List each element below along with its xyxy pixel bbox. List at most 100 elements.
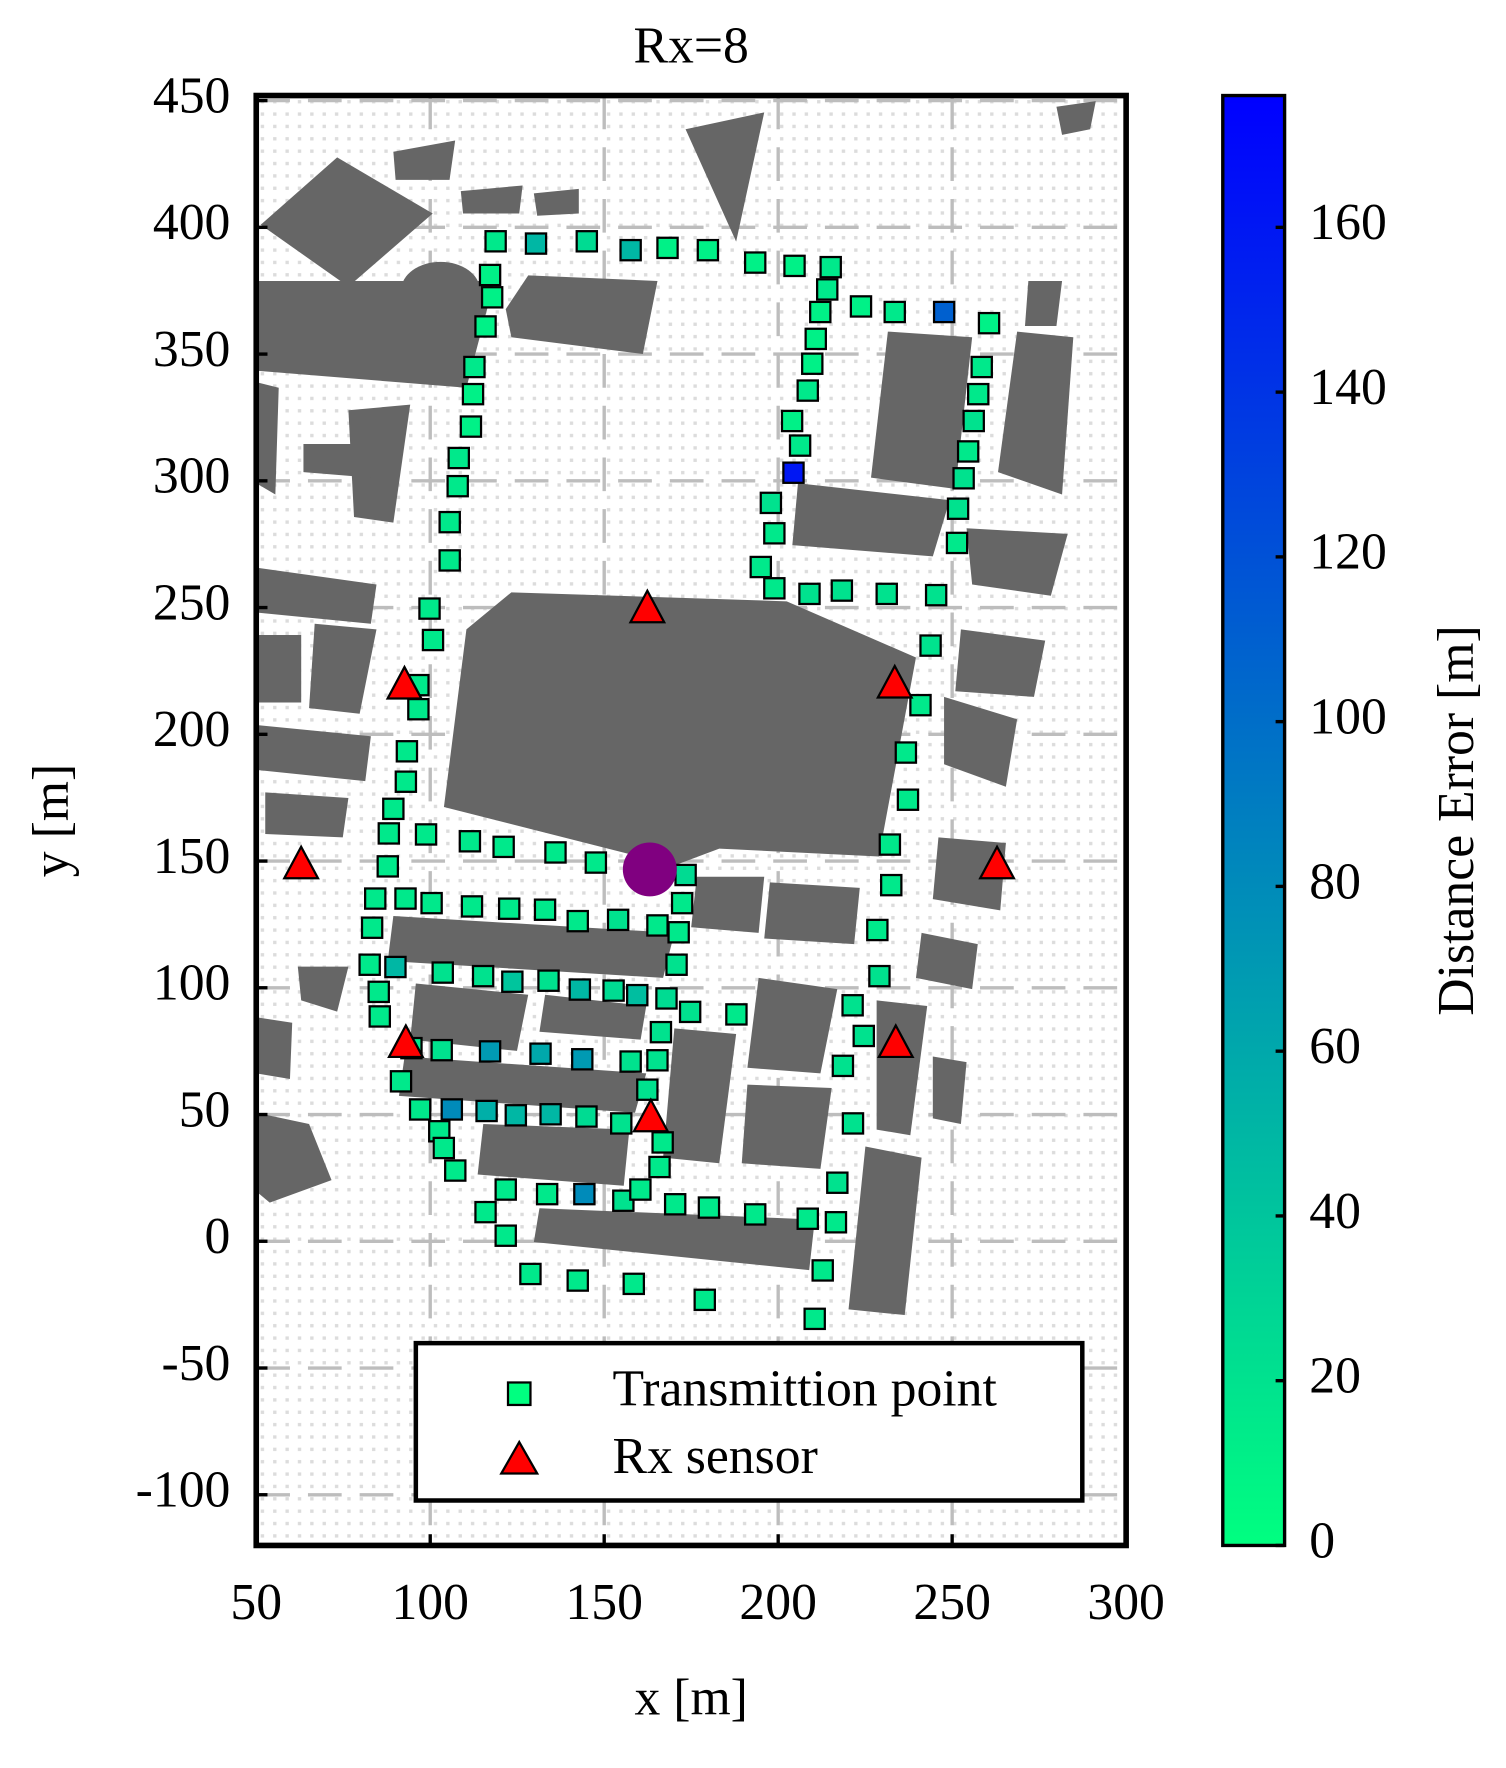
y-tick-label: 50 bbox=[179, 1081, 231, 1138]
transmission-point bbox=[780, 409, 804, 433]
transmission-point bbox=[743, 251, 767, 274]
transmission-point bbox=[458, 830, 482, 853]
transmission-point bbox=[967, 382, 990, 406]
colorbar-tick-label: 120 bbox=[1309, 524, 1387, 581]
transmission-point bbox=[804, 327, 827, 351]
transmission-point bbox=[932, 300, 956, 324]
transmission-point bbox=[478, 1040, 502, 1063]
colorbar-tick-label: 140 bbox=[1309, 359, 1387, 416]
x-axis-label: x [m] bbox=[634, 1670, 747, 1727]
transmission-point bbox=[646, 914, 669, 937]
rx-sensor bbox=[978, 844, 1016, 880]
transmission-point bbox=[796, 379, 819, 402]
legend-label: Rx sensor bbox=[613, 1428, 818, 1485]
transmission-point bbox=[367, 980, 390, 1004]
transmission-point bbox=[584, 851, 608, 874]
transmission-point bbox=[484, 230, 507, 253]
transmission-point bbox=[970, 355, 993, 379]
transmission-point bbox=[811, 1259, 834, 1282]
transmission-point bbox=[395, 740, 419, 763]
transmission-point bbox=[763, 522, 786, 545]
transmission-point bbox=[796, 1207, 819, 1230]
transmission-point bbox=[759, 491, 783, 515]
transmission-point bbox=[674, 863, 697, 887]
transmission-point bbox=[841, 1112, 865, 1135]
transmission-point bbox=[803, 1307, 826, 1331]
transmission-point bbox=[384, 955, 407, 979]
transmission-point bbox=[389, 1070, 413, 1093]
transmission-point bbox=[610, 1112, 633, 1135]
transmission-point bbox=[749, 555, 773, 579]
transmission-point bbox=[459, 415, 483, 438]
transmission-point bbox=[368, 1005, 392, 1028]
transmission-point bbox=[575, 1105, 598, 1128]
transmission-point bbox=[460, 895, 484, 918]
transmission-point bbox=[358, 953, 381, 976]
transmission-point bbox=[430, 1038, 453, 1062]
colorbar-tick-label: 60 bbox=[1309, 1018, 1361, 1075]
rx-sensor bbox=[876, 663, 914, 699]
transmission-point bbox=[665, 953, 688, 976]
y-tick-label: 200 bbox=[153, 701, 231, 758]
target bbox=[622, 842, 677, 897]
transmission-point bbox=[501, 970, 524, 993]
transmission-point bbox=[447, 446, 470, 470]
legend: Transmittion point Rx sensor bbox=[413, 1340, 1085, 1503]
y-tick-label: 0 bbox=[205, 1208, 231, 1265]
transmission-point bbox=[830, 579, 854, 602]
transmission-point bbox=[432, 1136, 456, 1160]
transmission-point bbox=[655, 987, 678, 1010]
transmission-point bbox=[849, 295, 873, 318]
transmission-point bbox=[924, 583, 948, 607]
y-tick-label: -50 bbox=[161, 1335, 230, 1392]
marks bbox=[282, 230, 1016, 1331]
transmission-point bbox=[629, 1178, 652, 1201]
transmission-point bbox=[497, 897, 521, 920]
transmission-point bbox=[537, 969, 560, 992]
chart-title: Rx=8 bbox=[634, 17, 749, 74]
transmission-point bbox=[945, 531, 969, 555]
transmission-point bbox=[376, 855, 400, 878]
colorbar bbox=[1221, 93, 1287, 1548]
transmission-point bbox=[568, 978, 592, 1001]
y-tick-label: 300 bbox=[153, 448, 231, 505]
transmission-point bbox=[826, 1171, 849, 1194]
transmission-point bbox=[962, 409, 985, 433]
transmission-point bbox=[619, 238, 642, 262]
transmission-point bbox=[480, 286, 504, 309]
transmission-point bbox=[649, 1020, 673, 1044]
y-tick-label: 350 bbox=[153, 321, 231, 378]
transmission-point bbox=[646, 1049, 669, 1072]
legend-marker bbox=[506, 1381, 532, 1407]
x-tick-label: 200 bbox=[739, 1574, 817, 1631]
y-tick-label: 450 bbox=[153, 67, 231, 124]
transmission-point bbox=[894, 741, 918, 764]
y-axis-label: y [m] bbox=[23, 764, 80, 877]
transmission-point bbox=[478, 263, 502, 287]
transmission-point bbox=[575, 230, 599, 253]
transmission-point bbox=[667, 921, 690, 944]
transmission-point bbox=[471, 964, 495, 988]
transmission-point bbox=[831, 1054, 855, 1078]
transmission-point bbox=[524, 232, 548, 255]
rx-sensor bbox=[387, 1023, 425, 1059]
transmission-point bbox=[461, 382, 485, 406]
transmission-point bbox=[418, 597, 441, 620]
transmission-point bbox=[475, 1099, 498, 1123]
plot-frame bbox=[253, 92, 1129, 1549]
transmission-point bbox=[725, 1003, 748, 1026]
transmission-point bbox=[919, 634, 942, 657]
transmission-point bbox=[622, 1272, 646, 1296]
colorbar-tick-label: 20 bbox=[1309, 1348, 1361, 1405]
transmission-point bbox=[801, 352, 824, 375]
buildings bbox=[256, 101, 1096, 1316]
transmission-point bbox=[438, 510, 461, 534]
rx-sensor bbox=[628, 588, 667, 624]
transmission-point bbox=[809, 300, 832, 324]
transmission-point bbox=[815, 278, 839, 301]
transmission-point bbox=[394, 770, 418, 793]
transmission-point bbox=[878, 833, 902, 856]
transmission-point bbox=[696, 238, 720, 262]
transmission-point bbox=[656, 236, 679, 260]
